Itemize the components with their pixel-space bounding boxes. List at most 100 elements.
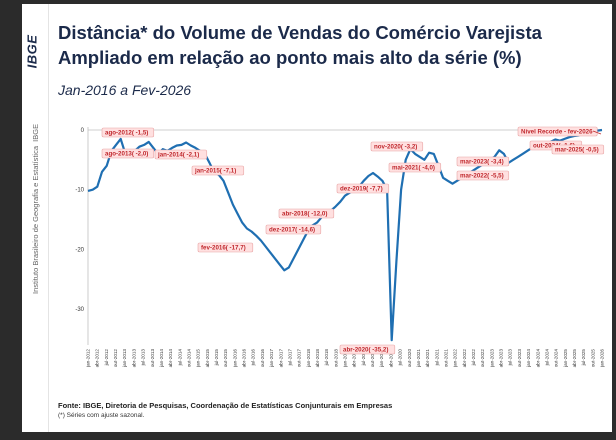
- annotation-box: [339, 344, 396, 355]
- slide: IBGE Instituto Brasileiro de Geografia e…: [22, 4, 612, 432]
- annotation-label: jan-2014( -2,1): [157, 152, 199, 159]
- annotation-box: [101, 148, 155, 159]
- x-tick-label: jan-2018: [306, 349, 311, 368]
- x-tick-label: jan-2014: [159, 349, 164, 368]
- x-tick-label: abr-2012: [95, 349, 100, 368]
- x-tick-label: jan-2017: [269, 349, 274, 368]
- x-tick-label: jan-2022: [453, 349, 458, 368]
- annotation-label: jan-2015( -7,1): [194, 168, 236, 175]
- x-tick-label: jul-2017: [287, 349, 292, 367]
- y-tick-label: -10: [75, 188, 84, 194]
- x-tick-label: abr-2024: [535, 349, 540, 368]
- y-tick-label: -20: [75, 247, 84, 253]
- x-tick-label: out-2021: [443, 349, 448, 368]
- x-tick-label: out-2014: [186, 349, 191, 368]
- x-tick-label: out-2013: [150, 349, 155, 368]
- x-tick-label: jul-2018: [324, 349, 329, 367]
- record-arrow: [592, 130, 602, 135]
- annotation-label: Nível Recorde - fev-2026: [521, 129, 593, 136]
- annotation-box: [154, 149, 208, 160]
- annotation-label: abr-2018( -12,0): [282, 211, 327, 218]
- title-line-1: Distância* do Volume de Vendas do Comérc…: [58, 22, 542, 43]
- x-tick-label: jan-2024: [526, 349, 531, 368]
- source-text: Fonte: IBGE, Diretoria de Pesquisas, Coo…: [58, 401, 393, 410]
- line-chart: 0 -10 -20 -30 jan-2012 abr-2012 jul-2012 out-20…: [75, 126, 605, 368]
- x-tick-label: out-2022: [480, 349, 485, 368]
- x-tick-label: abr-2015: [205, 349, 210, 368]
- annotation-box: [336, 183, 390, 194]
- x-tick-label: jul-2015: [214, 349, 219, 367]
- x-tick-label: abr-2020: [388, 349, 393, 368]
- annotation-label: abr-2020( -35,2): [343, 347, 388, 354]
- x-tick-label: jan-2015: [196, 349, 201, 368]
- annotation-label: mai-2021( -4,0): [392, 165, 435, 172]
- sidebar-org-full: Instituto Brasileiro de Geografia e Esta…: [31, 146, 40, 294]
- annotation-label: ago-2012( -1,5): [105, 130, 148, 137]
- y-tick-label: 0: [81, 128, 85, 134]
- series-line: [87, 128, 603, 342]
- x-tick-label: jul-2025: [581, 349, 586, 367]
- x-tick-label: jan-2013: [122, 349, 127, 368]
- chart-subtitle: Jan-2016 a Fev-2026: [58, 82, 192, 98]
- annotation-box: [370, 141, 424, 152]
- annotation-box: [517, 126, 598, 137]
- annotation-label: mar-2025( -0,5): [555, 147, 599, 154]
- note-text: (*) Séries com ajuste sazonal.: [58, 412, 145, 419]
- x-tick-label: jul-2016: [251, 349, 256, 367]
- x-tick-label: out-2024: [554, 349, 559, 368]
- x-tick-label: jan-2012: [86, 349, 91, 368]
- x-tick-label: out-2018: [333, 349, 338, 368]
- x-tick-label: jan-2021: [416, 349, 421, 368]
- annotation-box: [388, 162, 442, 173]
- x-tick-label: jan-2020: [379, 349, 384, 368]
- x-tick-label: jul-2013: [141, 349, 146, 367]
- x-tick-label: abr-2025: [572, 349, 577, 368]
- chart-title: Distância* do Volume de Vendas do Comérc…: [58, 20, 598, 70]
- x-tick-label: jul-2019: [361, 349, 366, 367]
- x-tick-label: jan-2025: [563, 349, 568, 368]
- annotation-box: [278, 208, 335, 219]
- x-tick-label: jul-2012: [104, 349, 109, 367]
- annotation-box: [265, 224, 322, 235]
- x-tick-label: abr-2014: [168, 349, 173, 368]
- annotation-label: ago-2013( -2,0): [105, 151, 148, 158]
- x-tick-label: out-2012: [113, 349, 118, 368]
- sidebar-org-name: Instituto Brasileiro de Geografia e Esta…: [31, 124, 40, 294]
- annotation-label: nov-2020( -3,2): [374, 144, 417, 151]
- annotation-box: [456, 170, 510, 181]
- x-tick-label: jan-2016: [232, 349, 237, 368]
- x-tick-label: jul-2021: [434, 349, 439, 367]
- annotation-box: [101, 127, 155, 138]
- x-tick-label: abr-2021: [425, 349, 430, 368]
- annotation-box: [551, 144, 605, 155]
- x-tick-label: abr-2016: [242, 349, 247, 368]
- annotation-box: [191, 165, 245, 176]
- x-tick-label: jul-2014: [177, 349, 182, 367]
- x-tick-label: jan-2023: [489, 349, 494, 368]
- annotation-box: [197, 242, 254, 253]
- x-tick-label: out-2020: [407, 349, 412, 368]
- x-tick-label: jan-2026: [600, 349, 605, 368]
- sidebar: IBGE Instituto Brasileiro de Geografia e…: [22, 4, 49, 432]
- x-tick-label: jul-2020: [398, 349, 403, 367]
- y-tick-label: -30: [75, 307, 84, 313]
- x-tick-label: jul-2023: [508, 349, 513, 367]
- annotation-label: fev-2016( -17,7): [201, 245, 246, 252]
- annotation-label: mar-2023( -3,4): [460, 159, 504, 166]
- x-tick-label: abr-2018: [315, 349, 320, 368]
- x-tick-label: jan-2019: [343, 349, 348, 368]
- x-tick-label: out-2019: [370, 349, 375, 368]
- x-tick-label: abr-2019: [352, 349, 357, 368]
- annotation-box: [456, 156, 510, 167]
- x-tick-label: abr-2023: [499, 349, 504, 368]
- x-tick-label: abr-2022: [462, 349, 467, 368]
- sidebar-org-short: IBGE: [31, 123, 40, 142]
- x-tick-label: out-2015: [223, 349, 228, 368]
- x-tick-label: out-2023: [517, 349, 522, 368]
- annotation-label: dez-2017( -14,6): [269, 227, 315, 234]
- x-tick-label: out-2016: [260, 349, 265, 368]
- x-tick-label: out-2017: [297, 349, 302, 368]
- x-tick-label: jul-2022: [471, 349, 476, 367]
- ibge-logo: IBGE: [24, 34, 40, 69]
- annotation-label: dez-2019( -7,7): [340, 186, 383, 193]
